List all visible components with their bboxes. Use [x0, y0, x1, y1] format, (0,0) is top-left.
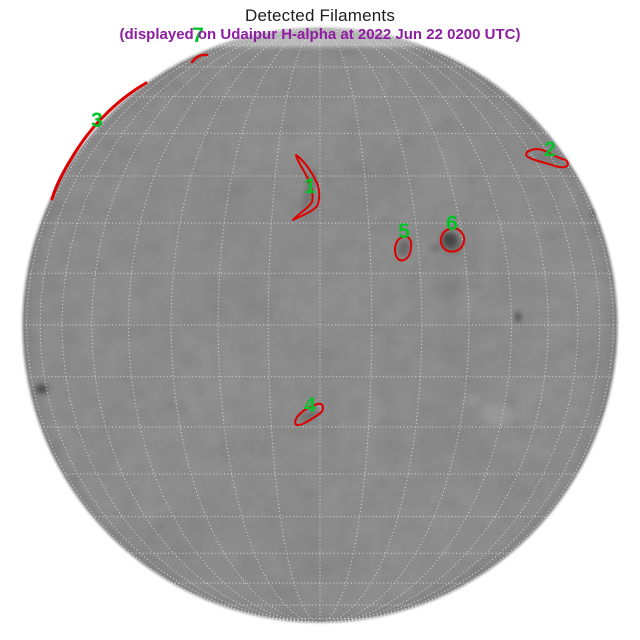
grid-longitude-line: [319, 27, 579, 623]
filament-contours: [50, 53, 569, 427]
surface-feature: [51, 121, 97, 201]
grid-longitude-line: [25, 27, 321, 623]
filament-label-7: 7: [192, 24, 204, 47]
surface-feature: [462, 393, 482, 407]
heliographic-grid: [22, 27, 618, 623]
surface-feature: [534, 154, 562, 164]
surface-feature: [303, 168, 317, 208]
filament-label-6: 6: [446, 212, 458, 235]
surface-features: [36, 80, 596, 425]
surface-feature: [480, 403, 514, 425]
surface-feature: [430, 244, 440, 252]
filament-contour-5: [394, 235, 413, 262]
grid-longitude-line: [319, 27, 470, 623]
surface-feature: [515, 312, 521, 322]
grid-longitude-line: [39, 27, 321, 623]
surface-feature: [397, 239, 411, 257]
grid-longitude-line: [319, 27, 549, 623]
filament-contour-6: [439, 227, 466, 253]
grid-longitude-line: [319, 27, 615, 623]
figure-subtitle: (displayed on Udaipur H-alpha at 2022 Ju…: [119, 26, 521, 43]
filament-contour-2: [525, 148, 569, 169]
grid-longitude-line: [127, 27, 321, 623]
figure-title: Detected Filaments: [244, 6, 396, 25]
filament-label-2: 2: [544, 138, 556, 161]
surface-feature: [298, 410, 320, 422]
grid-longitude-line: [267, 27, 321, 623]
filament-contour-4: [294, 402, 325, 427]
surface-feature: [36, 383, 48, 395]
grid-longitude-line: [319, 27, 601, 623]
grid-longitude-line: [91, 27, 321, 623]
grid-longitude-line: [319, 27, 373, 623]
filament-label-5: 5: [398, 220, 410, 243]
grid-longitude-line: [170, 27, 321, 623]
filament-contour-1: [292, 154, 321, 221]
grid-longitude-line: [61, 27, 321, 623]
grid-longitude-line: [319, 27, 513, 623]
filament-labels: 1 2 3 4 5 6 7: [91, 24, 556, 417]
filament-label-1: 1: [304, 175, 316, 198]
filament-contour-3: [50, 81, 148, 201]
surface-feature: [442, 235, 462, 253]
filament-label-3: 3: [91, 109, 103, 132]
filament-contour-7: [190, 53, 209, 64]
filament-label-4: 4: [304, 394, 316, 417]
surface-feature: [590, 209, 596, 217]
